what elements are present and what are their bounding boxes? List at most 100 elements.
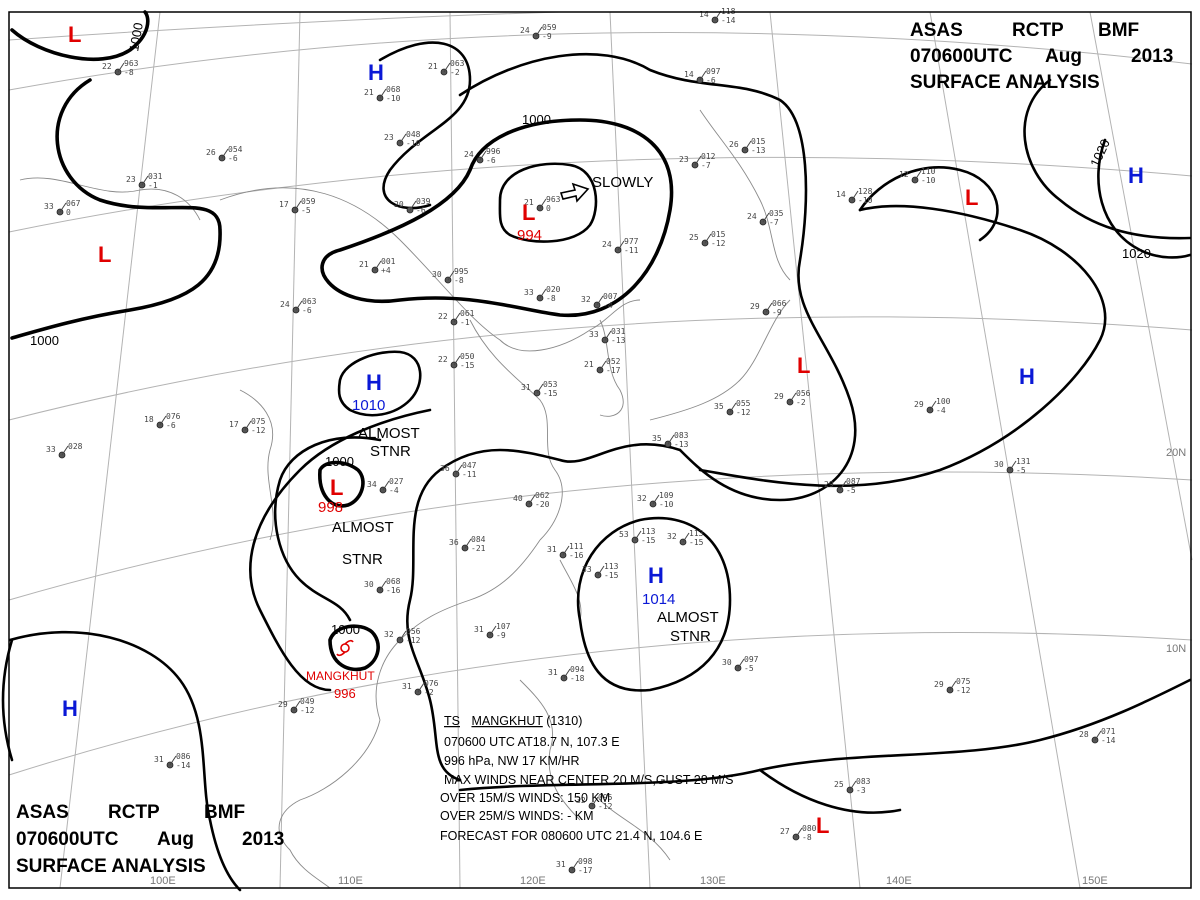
wind-barb-icon bbox=[591, 796, 599, 807]
station-tendency: -2 bbox=[424, 688, 434, 697]
station-plot: 40 062-20 bbox=[513, 491, 550, 509]
wind-barb-icon bbox=[617, 240, 625, 251]
wind-barb-icon bbox=[294, 200, 302, 211]
station-temperature: 32 bbox=[637, 494, 647, 503]
station-temperature: 25 bbox=[689, 233, 699, 242]
station-pressure: 107 bbox=[496, 622, 511, 631]
header-time: 070600UTC bbox=[910, 46, 1013, 67]
station-temperature: 35 bbox=[652, 434, 662, 443]
isobar-1000-sichuan bbox=[318, 460, 365, 508]
station-plot: 31 094-18 bbox=[548, 665, 585, 683]
station-tendency: -1 bbox=[460, 318, 470, 327]
station-plot: 14 128-10 bbox=[836, 187, 873, 205]
stationary-remark: ALMOST bbox=[332, 519, 394, 536]
station-tendency: -2 bbox=[796, 398, 806, 407]
station-temperature: 29 bbox=[278, 700, 288, 709]
station-tendency: -13 bbox=[611, 336, 626, 345]
station-tendency: -8 bbox=[802, 833, 812, 842]
station-tendency: +4 bbox=[381, 266, 391, 275]
station-tendency: -11 bbox=[624, 246, 639, 255]
isobar-1000-ts bbox=[328, 624, 380, 672]
header-station: RCTP bbox=[1012, 20, 1064, 41]
motion-remark: SLOWLY bbox=[592, 174, 653, 191]
station-temperature: 53 bbox=[619, 530, 629, 539]
wind-barb-icon bbox=[789, 392, 797, 403]
station-tendency: -16 bbox=[386, 586, 401, 595]
wind-barb-icon bbox=[1009, 460, 1017, 471]
station-temperature: 12 bbox=[899, 170, 909, 179]
station-tendency: -1 bbox=[148, 181, 158, 190]
wind-barb-icon bbox=[535, 26, 543, 37]
wind-barb-icon bbox=[539, 288, 547, 299]
stationary-remark: STNR bbox=[370, 443, 411, 460]
station-tendency: -12 bbox=[300, 706, 315, 715]
wind-barb-icon bbox=[169, 755, 177, 766]
station-pressure: 109 bbox=[659, 491, 674, 500]
wind-barb-icon bbox=[795, 827, 803, 838]
station-plot: 23 012-7 bbox=[679, 152, 716, 170]
wind-barb-icon bbox=[447, 270, 455, 281]
station-temperature: 23 bbox=[384, 133, 394, 142]
station-pressure: 007 bbox=[603, 292, 618, 301]
station-pressure: 027 bbox=[389, 477, 404, 486]
motion-arrow-icon bbox=[559, 182, 590, 203]
station-temperature: 22 bbox=[438, 312, 448, 321]
wind-barb-icon bbox=[379, 580, 387, 591]
wind-barb-icon bbox=[417, 682, 425, 693]
map-frame bbox=[8, 11, 1192, 889]
station-pressure: 059 bbox=[301, 197, 316, 206]
station-pressure: 076 bbox=[166, 412, 181, 421]
wind-barb-icon bbox=[379, 88, 387, 99]
isobar-label: 1000 bbox=[331, 622, 360, 637]
wind-barb-icon bbox=[682, 532, 690, 543]
station-plot: 30 097-5 bbox=[722, 655, 759, 673]
station-temperature: 31 bbox=[547, 545, 557, 554]
station-plot: 36 084-21 bbox=[449, 535, 486, 553]
station-tendency: -11 bbox=[462, 470, 477, 479]
station-tendency: -14 bbox=[721, 16, 736, 25]
station-plot: 53 113-15 bbox=[619, 527, 656, 545]
station-tendency: -5 bbox=[301, 206, 311, 215]
wind-barb-icon bbox=[571, 860, 579, 871]
station-tendency: 0 bbox=[546, 204, 551, 213]
station-temperature: 30 bbox=[994, 460, 1004, 469]
storm-info-name: MANGKHUT bbox=[471, 714, 543, 728]
pressure-centers: L L H L 994 H 1010 L 998 L H L H H 1014 … bbox=[62, 22, 1144, 838]
station-plot: 21 001+4 bbox=[359, 257, 396, 275]
high-center-symbol: H bbox=[366, 370, 382, 395]
station-pressure: 052 bbox=[606, 357, 621, 366]
station-temperature: 21 bbox=[364, 88, 374, 97]
station-temperature: 33 bbox=[524, 288, 534, 297]
storm-name: MANGKHUT bbox=[306, 669, 375, 683]
station-temperature: 36 bbox=[449, 538, 459, 547]
station-tendency: -3 bbox=[856, 786, 866, 795]
station-temperature: 33 bbox=[589, 330, 599, 339]
station-plot: 25 015-12 bbox=[689, 230, 726, 248]
station-temperature: 33 bbox=[46, 445, 56, 454]
station-tendency: -12 bbox=[251, 426, 266, 435]
low-center-pressure: 998 bbox=[318, 499, 343, 516]
station-pressure: 084 bbox=[471, 535, 486, 544]
station-plot: 24 977-11 bbox=[602, 237, 639, 255]
station-temperature: 21 bbox=[584, 360, 594, 369]
longitude-label: 130E bbox=[700, 875, 726, 887]
wind-barb-icon bbox=[221, 148, 229, 159]
station-plot: 21 063-2 bbox=[428, 59, 465, 77]
station-plot: 32 113-15 bbox=[667, 529, 704, 547]
station-tendency: -6 bbox=[416, 206, 426, 215]
high-center-symbol: H bbox=[1128, 163, 1144, 188]
station-pressure: 062 bbox=[535, 491, 550, 500]
station-tendency: 0 bbox=[66, 208, 71, 217]
station-tendency: -12 bbox=[956, 686, 971, 695]
low-center-symbol: L bbox=[797, 353, 810, 378]
station-pressure: 110 bbox=[921, 167, 936, 176]
station-pressure: 097 bbox=[706, 67, 721, 76]
isobars bbox=[1, 10, 1192, 892]
station-plot: 31 107-9 bbox=[474, 622, 511, 640]
station-temperature: 30 bbox=[364, 580, 374, 589]
low-center-symbol: L bbox=[816, 813, 829, 838]
header-org: BMF bbox=[1098, 20, 1139, 41]
wind-barb-icon bbox=[652, 494, 660, 505]
station-pressure: 053 bbox=[543, 380, 558, 389]
low-center-pressure: 994 bbox=[517, 227, 542, 244]
